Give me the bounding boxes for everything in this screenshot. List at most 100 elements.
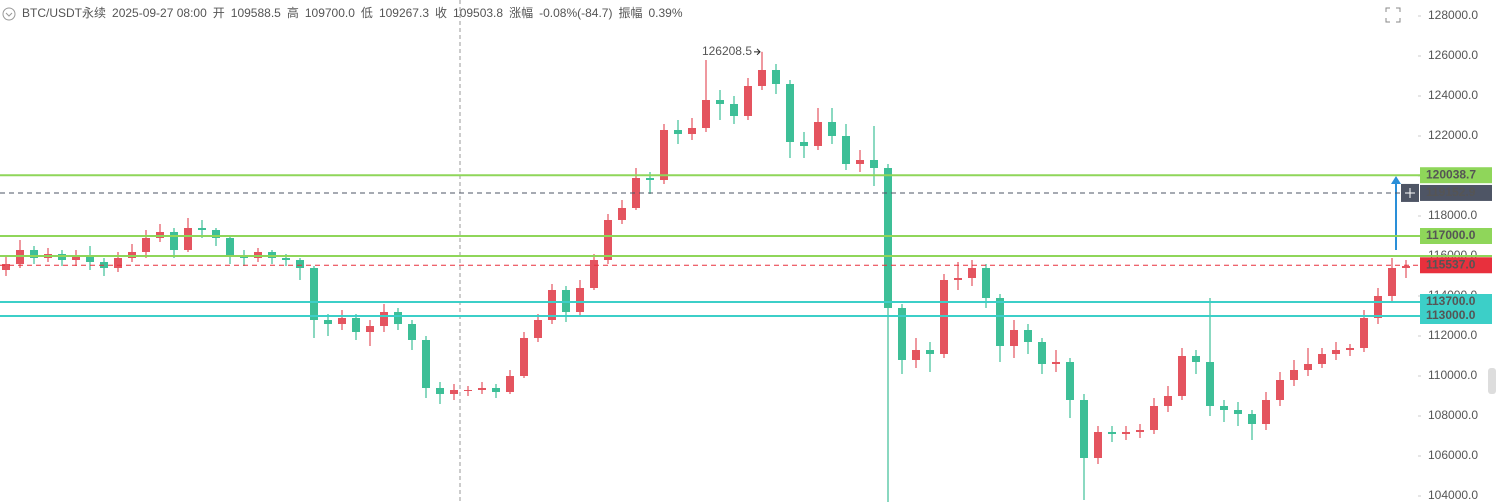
- candle-body: [1038, 342, 1046, 364]
- price-label-bg: [1420, 228, 1492, 244]
- candle-body: [212, 230, 220, 238]
- candle-body: [534, 320, 542, 338]
- expand-button[interactable]: [1385, 7, 1401, 23]
- candle-body: [968, 268, 976, 278]
- candle-body: [786, 84, 794, 142]
- candle-body: [772, 70, 780, 84]
- candle-body: [688, 128, 696, 134]
- candle-body: [884, 168, 892, 308]
- candle-body: [296, 260, 304, 268]
- candle-body: [450, 390, 458, 394]
- candle-body: [1402, 266, 1410, 268]
- candle-body: [1276, 380, 1284, 400]
- candle-body: [1066, 362, 1074, 400]
- candle-body: [1136, 430, 1144, 432]
- candle-body: [996, 298, 1004, 346]
- y-tick-label: 106000.0: [1428, 448, 1478, 462]
- header-text: BTC/USDT永续: [22, 6, 106, 20]
- y-tick-label: 128000.0: [1428, 8, 1478, 22]
- candle-body: [1332, 350, 1340, 354]
- candle-body: [338, 318, 346, 324]
- header-text: 低: [361, 6, 373, 20]
- collapse-button[interactable]: [2, 7, 16, 21]
- header-text: 109267.3: [379, 6, 429, 20]
- candle-body: [114, 258, 122, 268]
- annotation-arrow: [754, 48, 761, 56]
- y-tick-label: 110000.0: [1428, 368, 1477, 382]
- candle-body: [1262, 400, 1270, 424]
- header-text: 收: [435, 6, 447, 20]
- y-tick-label: 122000.0: [1428, 128, 1478, 142]
- candle-body: [506, 376, 514, 392]
- candle-body: [520, 338, 528, 376]
- header-text: 涨幅: [509, 5, 533, 20]
- candle-body: [1094, 432, 1102, 458]
- candle-body: [1024, 330, 1032, 342]
- candle-body: [1220, 406, 1228, 410]
- candle-body: [492, 388, 500, 392]
- collapse-icon: [5, 12, 13, 17]
- candle-body: [170, 232, 178, 250]
- candle-body: [758, 70, 766, 86]
- candle-body: [828, 122, 836, 136]
- candle-body: [1248, 414, 1256, 424]
- candle-body: [1206, 362, 1214, 406]
- price-label-bg: [1420, 257, 1492, 274]
- header-text: 开: [213, 6, 225, 20]
- y-tick-label: 118000.0: [1428, 208, 1477, 222]
- candle-body: [1164, 396, 1172, 406]
- candle-body: [324, 320, 332, 324]
- candle-body: [380, 312, 388, 326]
- price-label-bg: [1420, 167, 1492, 184]
- candle-body: [352, 318, 360, 332]
- y-tick-label: 124000.0: [1428, 88, 1478, 102]
- scroll-handle[interactable]: [1488, 368, 1496, 394]
- price-label: 120038.7: [1426, 167, 1476, 181]
- header-text: -0.08%(-84.7): [539, 6, 612, 20]
- price-label-bg: [1420, 308, 1492, 324]
- candle-body: [394, 312, 402, 324]
- candle-body: [548, 290, 556, 320]
- header-text: 振幅: [618, 5, 642, 20]
- candle-body: [982, 268, 990, 298]
- candle-body: [2, 264, 10, 270]
- candle-body: [1346, 348, 1354, 350]
- candle-body: [604, 220, 612, 260]
- candle-body: [674, 130, 682, 134]
- candle-body: [1374, 296, 1382, 318]
- candle-body: [1290, 370, 1298, 380]
- candle-body: [1304, 364, 1312, 370]
- candle-body: [1108, 432, 1116, 434]
- candle-body: [184, 228, 192, 250]
- candle-body: [702, 100, 710, 128]
- header-text: 2025-09-27 08:00: [112, 6, 207, 20]
- annotation-label: 126208.5: [702, 44, 752, 58]
- candle-body: [716, 100, 724, 104]
- candle-body: [198, 228, 206, 230]
- price-label-bg: [1420, 294, 1492, 310]
- candle-body: [1178, 356, 1186, 396]
- header-text: 109503.8: [453, 6, 503, 20]
- header-text: 109588.5: [231, 6, 281, 20]
- candle-body: [1080, 400, 1088, 458]
- candle-body: [842, 136, 850, 164]
- candle-body: [898, 308, 906, 360]
- candle-body: [1192, 356, 1200, 362]
- candle-body: [744, 86, 752, 116]
- candle-body: [366, 326, 374, 332]
- candle-body: [912, 350, 920, 360]
- candle-body: [142, 238, 150, 252]
- header-text: 109700.0: [305, 6, 355, 20]
- candle-body: [1234, 410, 1242, 414]
- candle-body: [1318, 354, 1326, 364]
- add-alert-icon: [1405, 187, 1415, 198]
- candle-body: [1150, 406, 1158, 430]
- candle-body: [86, 256, 94, 262]
- header-text: 0.39%: [648, 6, 682, 20]
- candle-body: [478, 388, 486, 390]
- candle-body: [226, 238, 234, 256]
- candle-body: [660, 130, 668, 180]
- price-label: 115537.0: [1426, 257, 1476, 271]
- candle-body: [814, 122, 822, 146]
- candle-body: [310, 268, 318, 320]
